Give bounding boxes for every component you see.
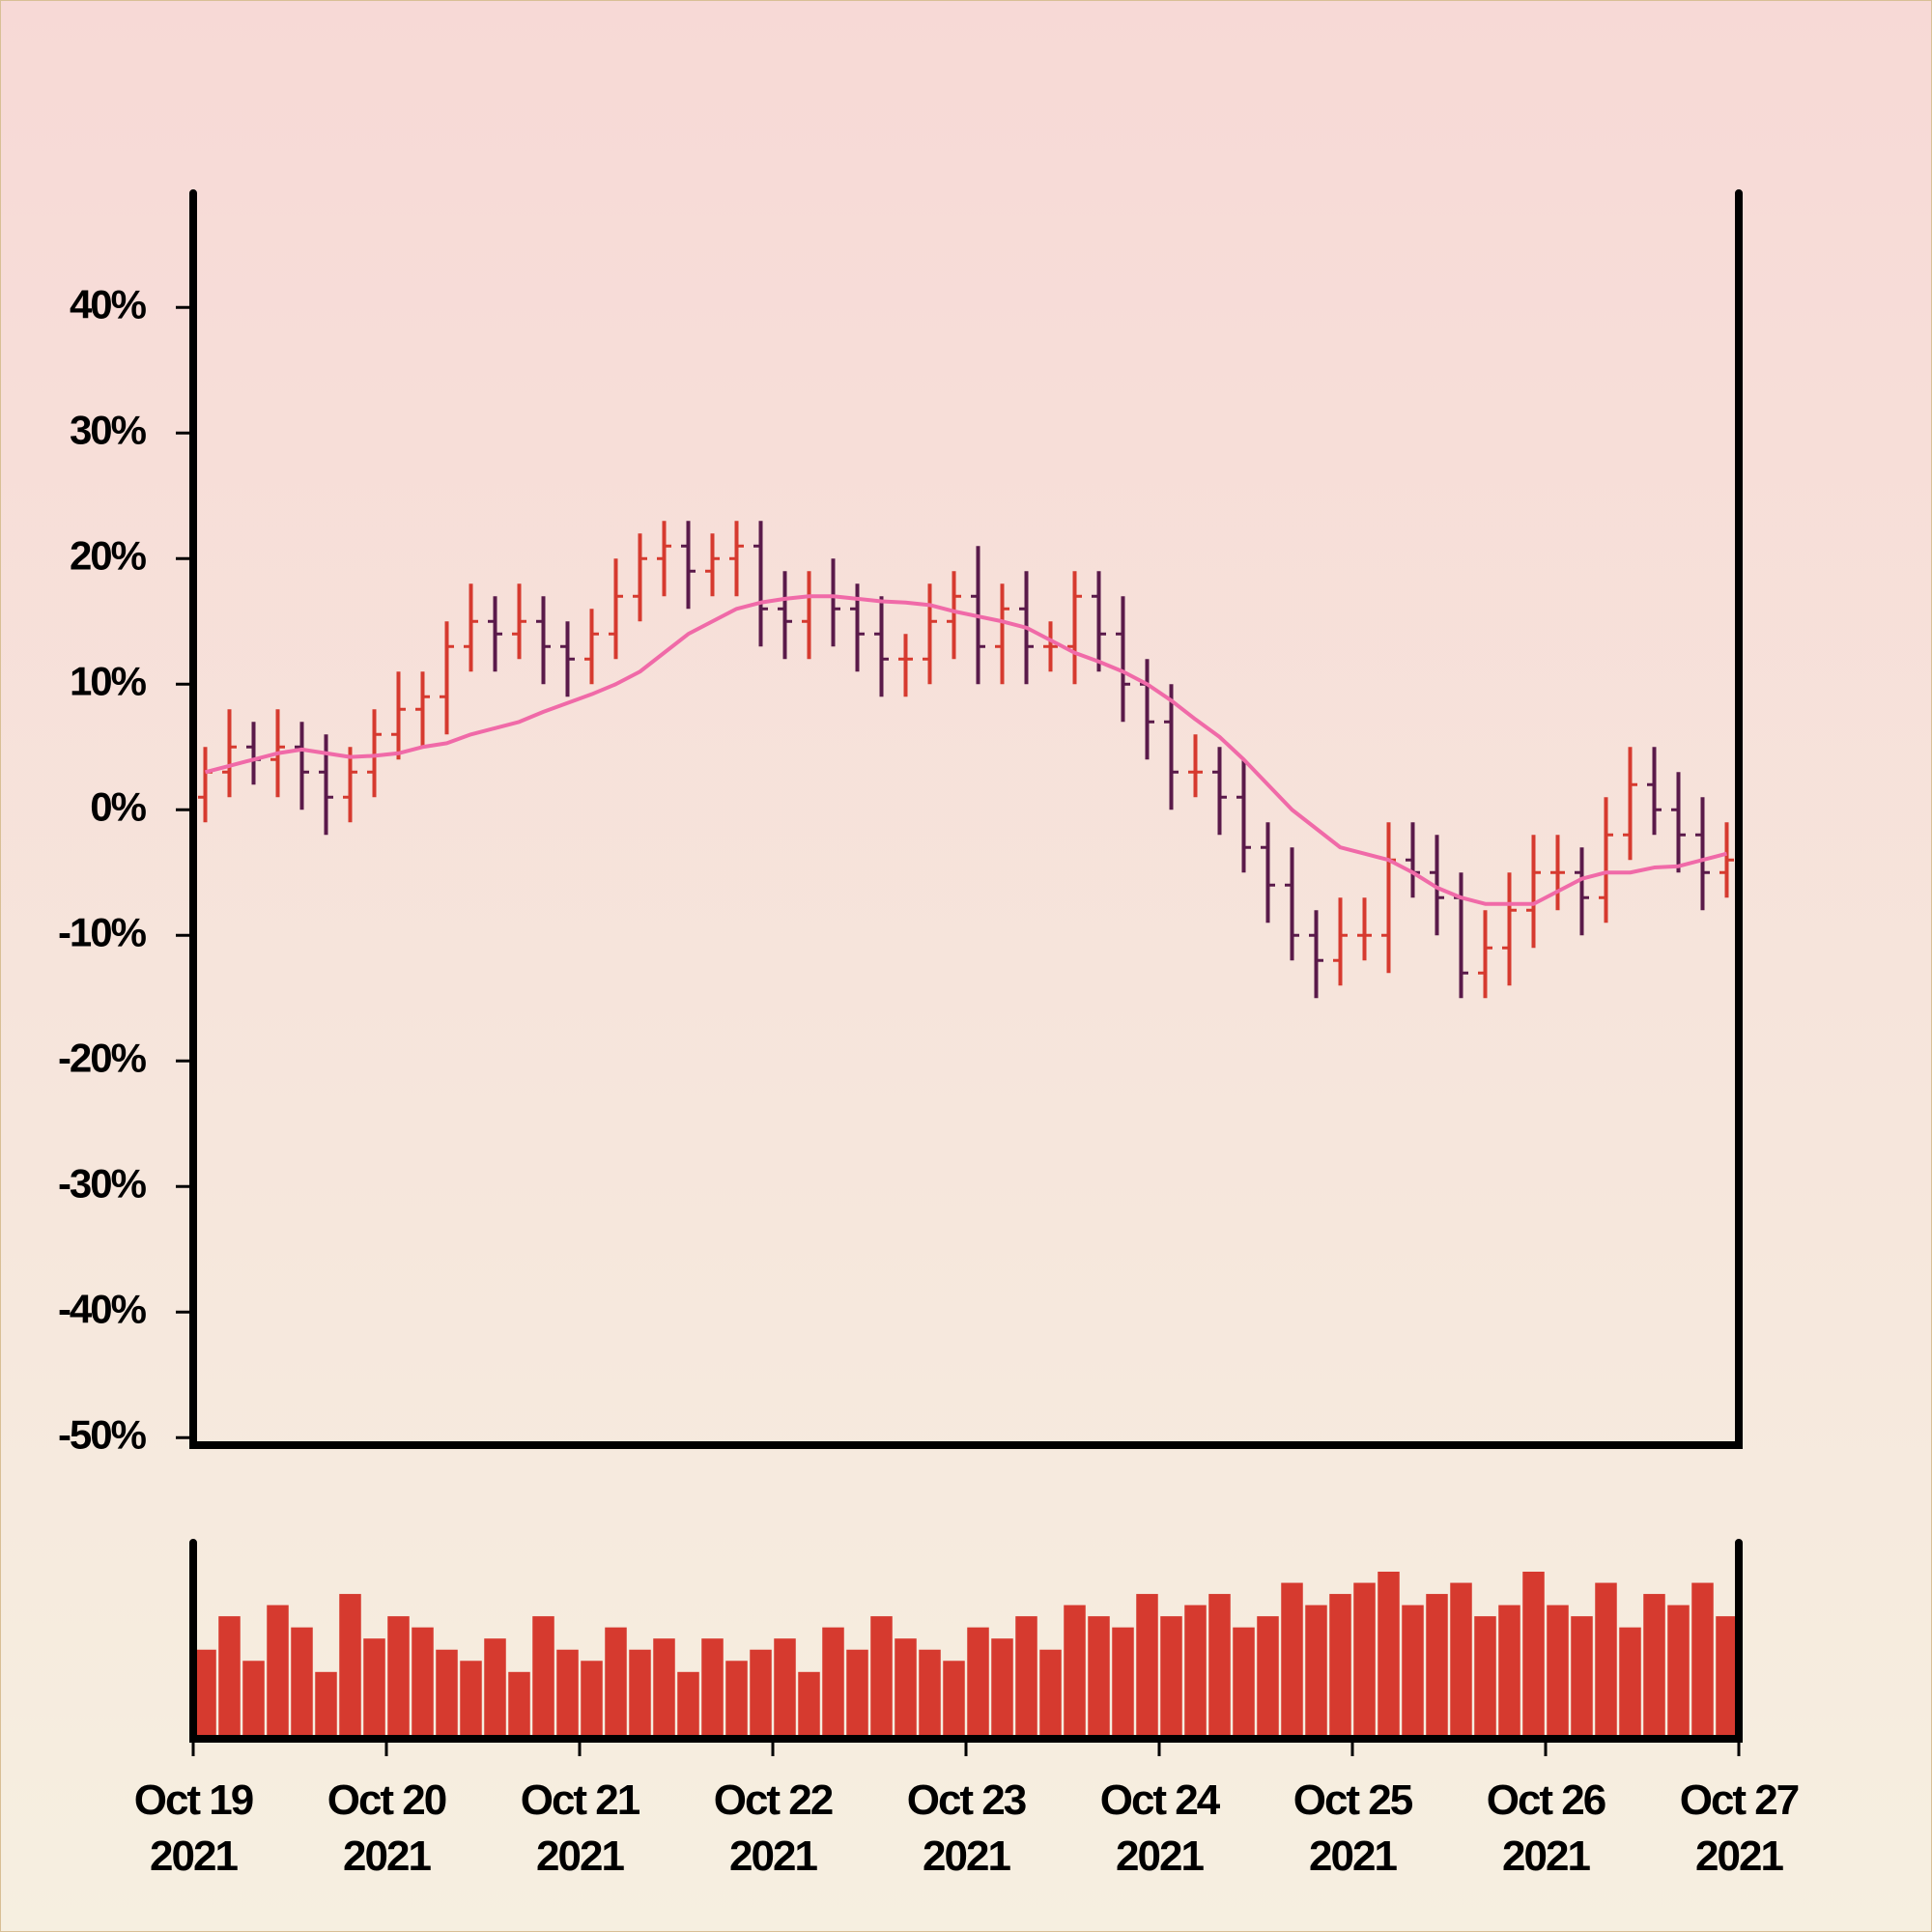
volume-bar <box>460 1661 482 1739</box>
volume-bar <box>1305 1605 1327 1739</box>
y-tick-label: -20% <box>58 1035 147 1080</box>
x-tick-label: Oct 21 2021 <box>520 1776 641 1880</box>
y-tick-label: 10% <box>70 658 147 703</box>
volume-bar <box>1329 1594 1351 1739</box>
y-tick-label: 20% <box>70 532 147 578</box>
volume-bar <box>556 1649 579 1739</box>
volume-bar <box>1450 1582 1472 1739</box>
volume-frame <box>189 1539 1743 1743</box>
volume-bar <box>1522 1572 1545 1739</box>
y-tick-label: -40% <box>58 1286 147 1331</box>
volume-bar <box>967 1627 989 1739</box>
volume-bar <box>1547 1605 1569 1739</box>
volume-bar <box>1233 1627 1255 1739</box>
volume-bar <box>846 1649 868 1739</box>
volume-bar <box>1257 1616 1279 1739</box>
volume-bar <box>315 1671 337 1739</box>
volume-bar <box>581 1661 603 1739</box>
volume-bar <box>1474 1616 1496 1739</box>
volume-bar <box>339 1594 361 1739</box>
volume-bar <box>1064 1605 1086 1739</box>
volume-bar <box>291 1627 313 1739</box>
volume-bar <box>1595 1582 1617 1739</box>
volume-bar <box>1088 1616 1110 1739</box>
y-tick-label: -50% <box>58 1411 147 1457</box>
axis-frame <box>189 189 1743 1449</box>
volume-bar <box>1402 1605 1424 1739</box>
volume-bar <box>774 1638 796 1739</box>
volume-bar <box>194 1649 216 1739</box>
volume-bar <box>1619 1627 1641 1739</box>
volume-bar <box>1691 1582 1714 1739</box>
volume-bar <box>1160 1616 1182 1739</box>
volume-bar <box>242 1661 265 1739</box>
y-tick-label: 0% <box>90 783 146 829</box>
volume-bar <box>750 1649 772 1739</box>
y-tick-label: -30% <box>58 1160 147 1206</box>
y-tick-label: 30% <box>70 407 147 452</box>
volume-bar <box>532 1616 554 1739</box>
volume-bar <box>1353 1582 1376 1739</box>
x-tick-label: Oct 25 2021 <box>1293 1776 1414 1880</box>
volume-bar <box>1378 1572 1400 1739</box>
volume-bar <box>1281 1582 1303 1739</box>
volume-bar <box>1716 1616 1738 1739</box>
volume-bar <box>943 1661 965 1739</box>
volume-bar <box>387 1616 410 1739</box>
volume-bar <box>1184 1605 1207 1739</box>
volume-bar <box>508 1671 530 1739</box>
volume-bar <box>1039 1649 1062 1739</box>
y-tick-label: 40% <box>70 281 147 327</box>
volume-bar <box>991 1638 1013 1739</box>
volume-bar <box>436 1649 458 1739</box>
volume-bar <box>653 1638 675 1739</box>
volume-bar <box>701 1638 724 1739</box>
volume-bar <box>798 1671 820 1739</box>
volume-bar <box>412 1627 434 1739</box>
x-tick-label: Oct 22 2021 <box>713 1776 835 1880</box>
volume-bar <box>677 1671 699 1739</box>
volume-bar <box>629 1649 651 1739</box>
volume-bar <box>1208 1594 1231 1739</box>
x-tick-label: Oct 26 2021 <box>1486 1776 1607 1880</box>
volume-bar <box>1112 1627 1134 1739</box>
y-tick-label: -10% <box>58 909 147 954</box>
moving-average <box>204 594 1728 906</box>
volume-bar <box>1136 1594 1158 1739</box>
volume-bar <box>1643 1594 1665 1739</box>
volume-bar <box>725 1661 748 1739</box>
volume-bar <box>1498 1605 1520 1739</box>
x-tick-label: Oct 19 2021 <box>133 1776 255 1880</box>
volume-bar <box>605 1627 627 1739</box>
x-tick-label: Oct 24 2021 <box>1099 1776 1221 1880</box>
volume-bar <box>1426 1594 1448 1739</box>
volume-bar <box>822 1627 844 1739</box>
volume-bar <box>870 1616 893 1739</box>
volume-bar <box>1571 1616 1593 1739</box>
x-tick-label: Oct 27 2021 <box>1679 1776 1801 1880</box>
volume-bar <box>895 1638 917 1739</box>
volume-bar <box>919 1649 941 1739</box>
volume-bar <box>267 1605 289 1739</box>
volume-bar <box>363 1638 385 1739</box>
volume-bar <box>1015 1616 1037 1739</box>
volume-bar <box>1667 1605 1690 1739</box>
volume-bar <box>484 1638 506 1739</box>
x-tick-label: Oct 23 2021 <box>906 1776 1028 1880</box>
x-tick-label: Oct 20 2021 <box>327 1776 448 1880</box>
volume-bar <box>218 1616 241 1739</box>
